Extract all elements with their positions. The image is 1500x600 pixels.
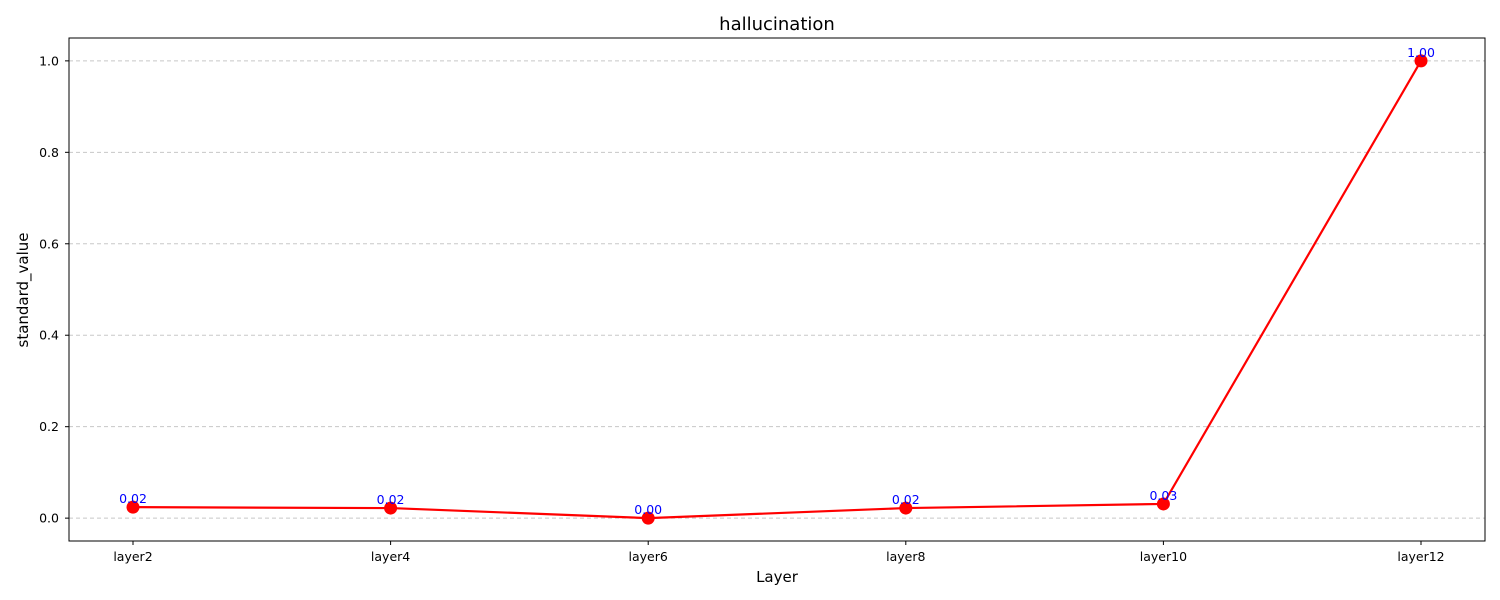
data-label: 0.02	[119, 491, 147, 506]
data-label: 1.00	[1407, 45, 1435, 60]
series-1	[126, 54, 1428, 525]
chart-title: hallucination	[719, 14, 835, 35]
data-labels: 0.02 0.02 0.00 0.02 0.03 1.00	[119, 45, 1435, 517]
data-label: 0.02	[892, 492, 920, 507]
y-tick-label: 0.6	[39, 236, 59, 251]
data-point	[126, 500, 140, 514]
data-label: 0.02	[377, 492, 405, 507]
x-tick-label: layer12	[1397, 549, 1444, 564]
grid-lines	[69, 60, 1485, 519]
x-tick-label: layer8	[886, 549, 925, 564]
data-label: 0.00	[634, 502, 662, 517]
data-label: 0.03	[1149, 488, 1177, 503]
data-point	[641, 511, 655, 525]
y-tick-label: 0.4	[39, 328, 59, 343]
y-tick-label: 0.2	[39, 419, 59, 434]
x-tick-label: layer4	[371, 549, 410, 564]
data-point	[1156, 497, 1170, 511]
y-axis-label: standard_value	[14, 232, 33, 347]
tick-labels: 0.0 0.2 0.4 0.6 0.8 1.0 layer2 layer4 layer6 laye…	[39, 53, 1445, 564]
data-point	[1414, 54, 1428, 68]
axes	[65, 37, 1486, 545]
y-tick-label: 0.0	[39, 511, 59, 526]
x-axis-label: Layer	[756, 568, 799, 586]
y-tick-label: 1.0	[39, 53, 59, 68]
x-tick-label: layer6	[629, 549, 668, 564]
plot-frame	[68, 37, 1486, 542]
data-point	[384, 501, 398, 515]
data-point	[899, 501, 913, 515]
series-line	[132, 60, 1422, 520]
y-tick-label: 0.8	[39, 145, 59, 160]
x-tick-label: layer2	[113, 549, 152, 564]
x-tick-label: layer10	[1140, 549, 1187, 564]
